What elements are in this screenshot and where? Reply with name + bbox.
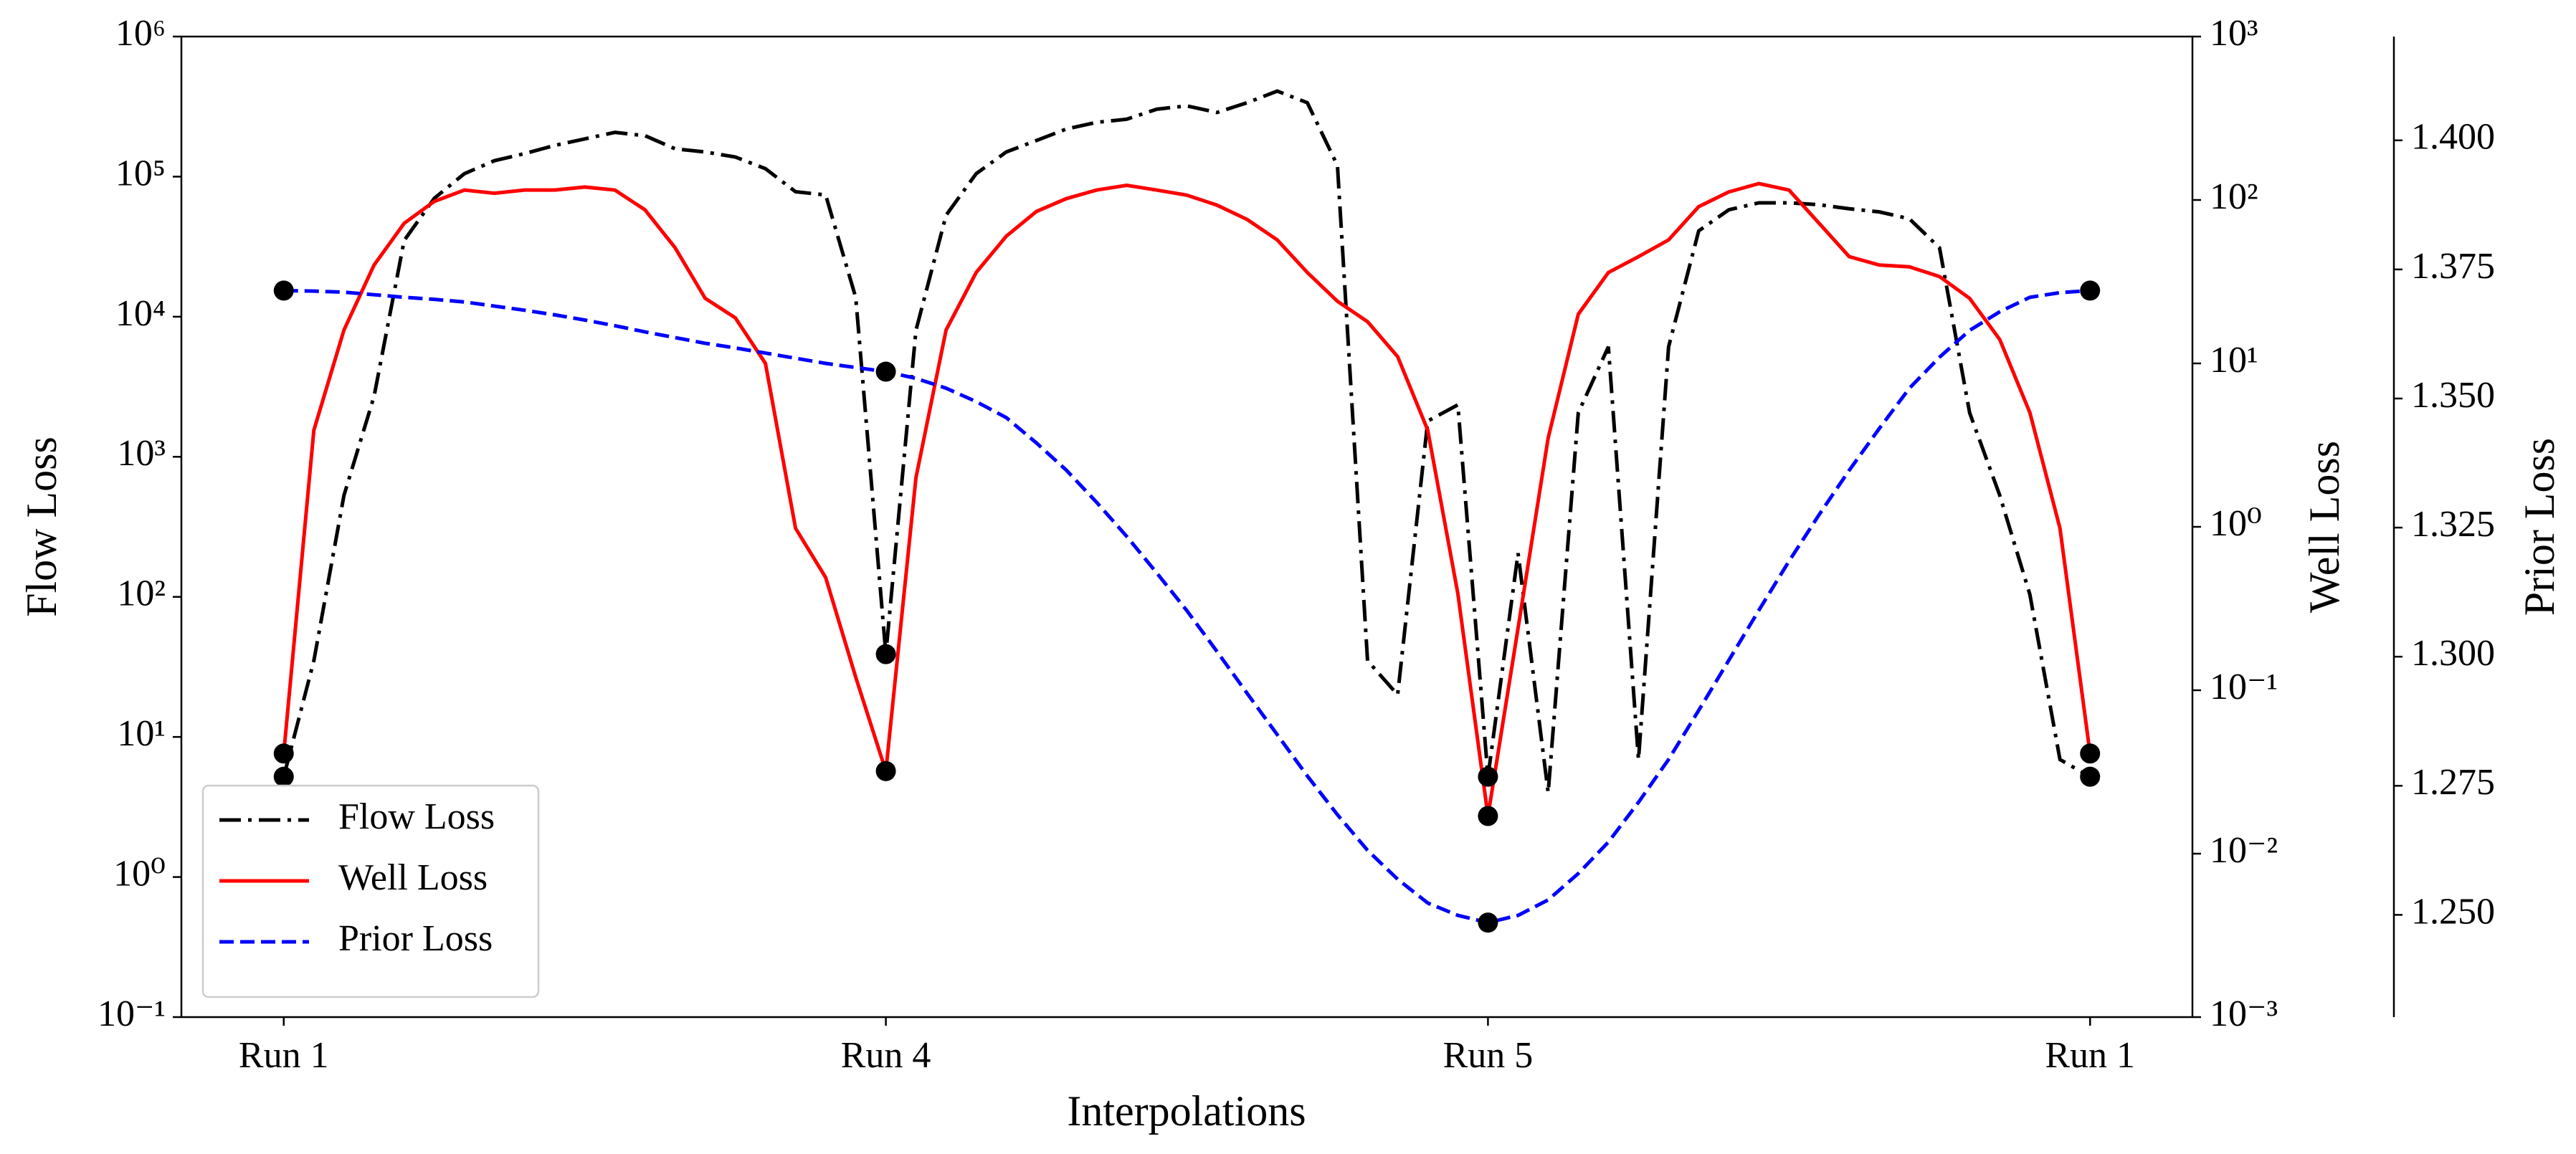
y-tick-label: 10¹ [117,713,166,754]
x-tick-label: Run 5 [1443,1035,1534,1076]
y3-tick-label: 1.350 [2411,375,2495,416]
run-marker [875,760,896,781]
y-axis-title: Flow Loss [18,437,65,617]
run-marker [875,644,896,664]
legend-label: Prior Loss [338,918,493,959]
run-marker [1478,806,1498,826]
run-marker [1478,766,1498,787]
y2-tick-label: 10⁰ [2210,503,2262,544]
y2-tick-label: 10⁻² [2210,830,2278,871]
y3-tick-label: 1.375 [2411,246,2495,287]
y3-axis-title: Prior Loss [2516,438,2563,616]
y-tick-label: 10⁵ [115,153,166,194]
run-marker [273,766,294,787]
y2-tick-label: 10¹ [2210,340,2258,381]
run-marker [1478,912,1498,933]
y3-tick-label: 1.275 [2411,762,2495,803]
run-marker [2080,743,2101,764]
y2-tick-label: 10³ [2210,13,2258,54]
y3-tick-label: 1.250 [2411,891,2495,932]
y-tick-label: 10⁰ [113,854,166,895]
legend-label: Well Loss [338,857,488,898]
y-tick-label: 10⁻¹ [98,993,166,1034]
x-axis-title: Interpolations [1067,1087,1306,1135]
x-tick-label: Run 1 [2045,1035,2135,1076]
run-marker [273,743,294,764]
series-line [282,89,2091,793]
x-tick-label: Run 1 [239,1035,329,1076]
series-line [282,181,2092,816]
y2-tick-label: 10⁻³ [2210,993,2278,1034]
y-tick-label: 10³ [117,433,166,474]
legend-box [201,784,540,998]
run-marker [875,361,896,382]
y2-axis-title: Well Loss [2301,441,2348,613]
y3-tick-label: 1.400 [2411,117,2495,158]
x-tick-label: Run 4 [841,1035,931,1076]
y3-tick-label: 1.300 [2411,633,2495,674]
run-marker [2080,766,2101,787]
run-marker [273,280,294,301]
run-marker [2080,280,2101,301]
y2-tick-label: 10⁻¹ [2210,667,2278,707]
y-tick-label: 10⁴ [115,293,166,334]
y-tick-label: 10² [117,573,166,614]
plot-frame [180,35,2194,1019]
legend-label: Flow Loss [338,796,495,837]
y3-tick-label: 1.325 [2411,504,2495,545]
y2-tick-label: 10² [2210,176,2258,217]
y-tick-label: 10⁶ [115,13,166,54]
series-line [283,288,2091,925]
